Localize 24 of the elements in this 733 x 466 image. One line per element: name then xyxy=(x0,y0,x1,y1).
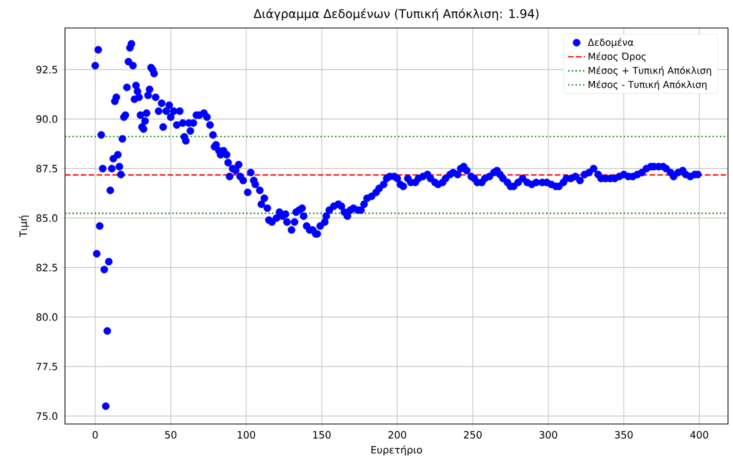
chart-title: Διάγραμμα Δεδομένων (Τυπική Απόκλιση: 1.94) xyxy=(254,8,538,21)
legend-label: Μέσος - Τυπική Απόκλιση xyxy=(588,80,707,90)
y-tick-label: 77.5 xyxy=(36,362,58,370)
legend-label: Μέσος + Τυπική Απόκλιση xyxy=(588,66,712,76)
x-tick-label: 300 xyxy=(540,431,558,439)
x-tick-label: 150 xyxy=(313,431,331,439)
x-tick-label: 100 xyxy=(238,431,256,439)
x-tick-label: 200 xyxy=(388,431,406,439)
x-tick-label: 50 xyxy=(165,431,176,439)
y-tick-label: 87.5 xyxy=(36,164,58,172)
y-tick-label: 82.5 xyxy=(36,264,58,272)
y-tick-label: 90.0 xyxy=(36,115,58,123)
x-tick-label: 0 xyxy=(92,431,98,439)
legend-label: Μέσος Όρος xyxy=(588,52,646,62)
y-tick-label: 75.0 xyxy=(36,412,58,420)
y-tick-label: 85.0 xyxy=(36,214,58,222)
y-tick-label: 92.5 xyxy=(36,66,58,74)
y-tick-label: 80.0 xyxy=(36,313,58,321)
x-tick-label: 350 xyxy=(615,431,633,439)
y-axis-title: Τιμή xyxy=(18,216,29,238)
x-tick-label: 400 xyxy=(690,431,708,439)
legend-label: Δεδομένα xyxy=(588,38,634,48)
x-tick-label: 250 xyxy=(464,431,482,439)
x-axis-title: Ευρετήριο xyxy=(371,445,422,456)
